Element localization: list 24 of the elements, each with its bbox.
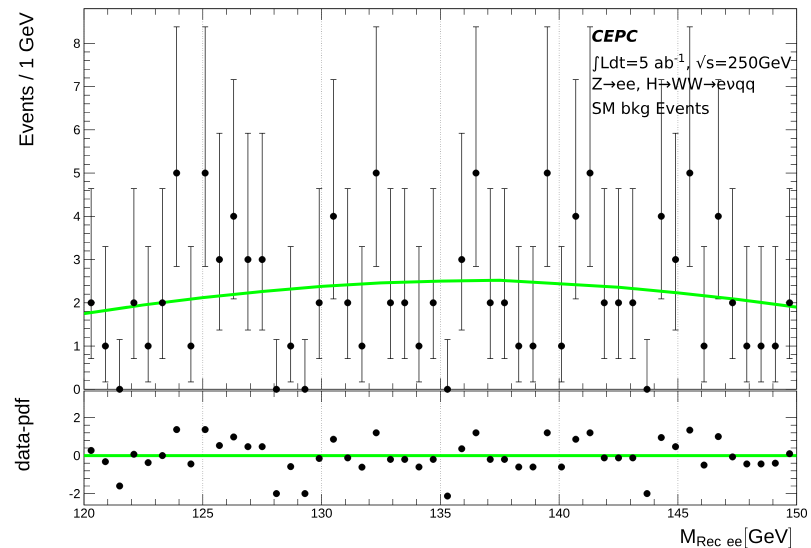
annotation: ∫Ldt=5 ab$^{-1}$, √s=250GeV [592,54,792,72]
y-tick-label: 6 [74,125,80,134]
x-tick-label: 135 [430,508,451,518]
y-tick-label: 1 [74,342,80,351]
x-tick-label: 145 [668,508,688,518]
y-tick-label: 3 [74,254,80,264]
y-tick-label: 8 [74,38,80,48]
x-tick-label: 125 [192,508,214,518]
x-tick-label: 150 [786,508,808,518]
y-tick-label: 2 [74,298,80,308]
x-tick-label: 120 [74,508,94,518]
annotation: CEPC [592,30,638,42]
x-tick-label: 130 [312,508,332,518]
y-tick-label: 7 [74,82,80,92]
y-axis-title: data-pdf [14,398,34,470]
y-tick-label: -2 [69,489,80,498]
y-tick-label: 2 [74,413,80,422]
x-tick-label: 140 [549,508,570,518]
x-axis-title: $\mathrm{M}_{\mathrm{Rec\ ee}}[\mathrm{GeV}]$ [681,528,791,548]
y-tick-label: 0 [74,384,80,394]
y-tick-label: 5 [74,168,80,178]
y-axis-title: Events / 1 GeV [18,12,34,146]
y-tick-label: 0 [74,450,80,460]
y-tick-label: 4 [74,212,80,221]
